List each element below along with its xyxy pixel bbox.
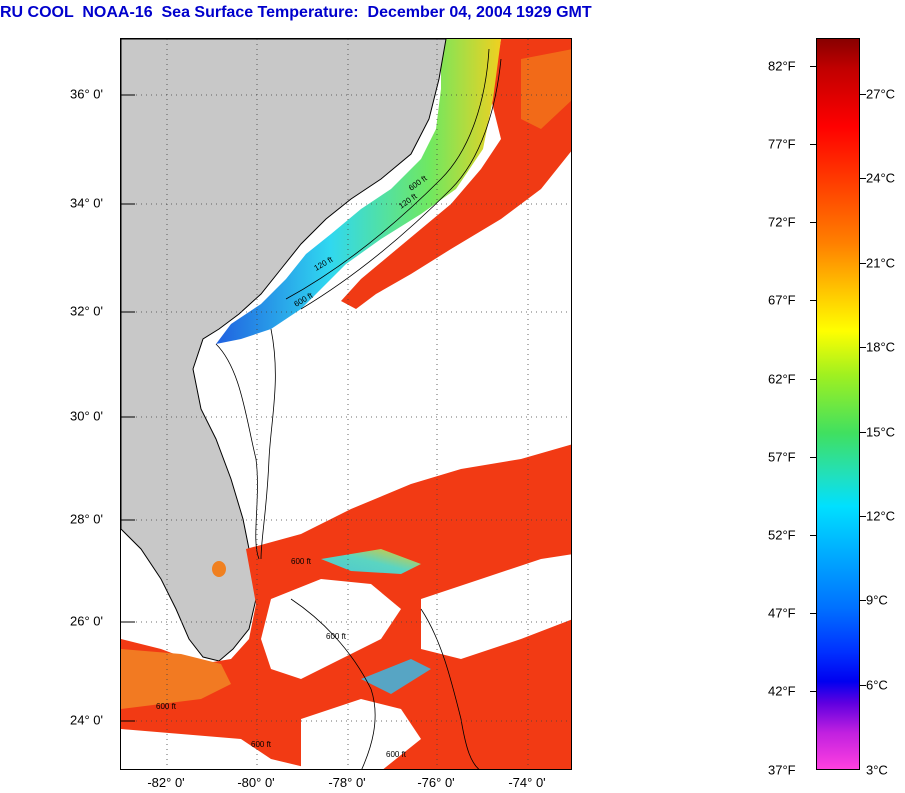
contour-shelf-north	[300, 58, 502, 310]
colorbar-c-21: 21°C	[866, 255, 896, 271]
colorbar-f-62: 62°F	[768, 371, 796, 387]
colorbar-tick	[860, 685, 866, 686]
lon-label-80: -80° 0'	[237, 775, 275, 790]
colorbar-tick	[860, 432, 866, 433]
cool-streak-2	[361, 659, 431, 694]
lon-label-74: -74° 0'	[508, 775, 546, 790]
sst-map: 120 ft 600 ft 120 ft 600 ft 600 ft 600 f…	[120, 38, 572, 770]
lon-label-76: -76° 0'	[417, 775, 455, 790]
colorbar-tick	[810, 535, 816, 536]
lat-label-36: 36° 0'	[70, 86, 103, 102]
colorbar-f-47: 47°F	[768, 605, 796, 621]
colorbar-tick	[810, 379, 816, 380]
lake-okeechobee	[212, 561, 226, 577]
lat-label-24: 24° 0'	[70, 712, 103, 728]
warm-patch-sw	[121, 649, 231, 709]
graticule	[121, 39, 571, 769]
contour-bahamas	[290, 598, 376, 769]
warm-patch-ne	[521, 49, 571, 129]
lat-label-32: 32° 0'	[70, 303, 103, 319]
contour-label: 600 ft	[251, 740, 272, 749]
colorbar-f-67: 67°F	[768, 292, 796, 308]
colorbar-c-9: 9°C	[866, 592, 888, 608]
colorbar-tick	[860, 178, 866, 179]
colorbar-tick	[810, 300, 816, 301]
contour-label: 600 ft	[386, 750, 407, 759]
coastal-cool-water	[216, 39, 501, 344]
contour-600ft	[260, 328, 276, 560]
contour-label: 600 ft	[291, 557, 312, 566]
colorbar-tick	[810, 66, 816, 67]
lon-label-78: -78° 0'	[328, 775, 366, 790]
contour-shelf-inner	[285, 48, 490, 300]
lat-label-34: 34° 0'	[70, 195, 103, 211]
lat-label-30: 30° 0'	[70, 408, 103, 424]
cloud-gap-south	[301, 699, 421, 769]
colorbar-c-27: 27°C	[866, 86, 896, 102]
colorbar-c-18: 18°C	[866, 339, 896, 355]
colorbar-tick	[860, 94, 866, 95]
lat-label-28: 28° 0'	[70, 511, 103, 527]
colorbar-tick	[860, 600, 866, 601]
colorbar-f-57: 57°F	[768, 449, 796, 465]
colorbar-c-12: 12°C	[866, 508, 896, 524]
colorbar-f-52: 52°F	[768, 527, 796, 543]
lat-label-26: 26° 0'	[70, 613, 103, 629]
contour-label: 600 ft	[156, 702, 177, 711]
colorbar-f-72: 72°F	[768, 214, 796, 230]
cloud-gap-bahamas	[261, 579, 401, 679]
colorbar-tick	[860, 263, 866, 264]
lon-label-82: -82° 0'	[147, 775, 185, 790]
colorbar-tick	[810, 613, 816, 614]
land-mass	[121, 39, 447, 662]
colorbar-f-82: 82°F	[768, 58, 796, 74]
colorbar-tick	[810, 222, 816, 223]
cool-streak-1	[321, 549, 421, 574]
colorbar-tick	[810, 457, 816, 458]
colorbar-tick	[860, 347, 866, 348]
colorbar-tick	[810, 691, 816, 692]
colorbar-c-6: 6°C	[866, 677, 888, 693]
contour-120ft	[215, 343, 260, 560]
colorbar-f-42: 42°F	[768, 683, 796, 699]
colorbar-f-77: 77°F	[768, 136, 796, 152]
gulf-stream-north	[341, 39, 571, 309]
cloud-gap-east	[421, 554, 571, 659]
temperature-colorbar	[816, 38, 860, 770]
colorbar-c-24: 24°C	[866, 170, 896, 186]
contour-label: 600 ft	[326, 632, 347, 641]
contour-bahamas-east	[420, 608, 480, 769]
map-title: RU COOL NOAA-16 Sea Surface Temperature:…	[0, 4, 592, 21]
left-ticks	[121, 94, 135, 722]
colorbar-c-3: 3°C	[866, 762, 888, 778]
colorbar-tick	[860, 516, 866, 517]
colorbar-tick	[810, 144, 816, 145]
colorbar-f-37: 37°F	[768, 762, 796, 778]
sst-map-canvas: 120 ft 600 ft 120 ft 600 ft 600 ft 600 f…	[121, 39, 571, 769]
colorbar-c-15: 15°C	[866, 424, 896, 440]
